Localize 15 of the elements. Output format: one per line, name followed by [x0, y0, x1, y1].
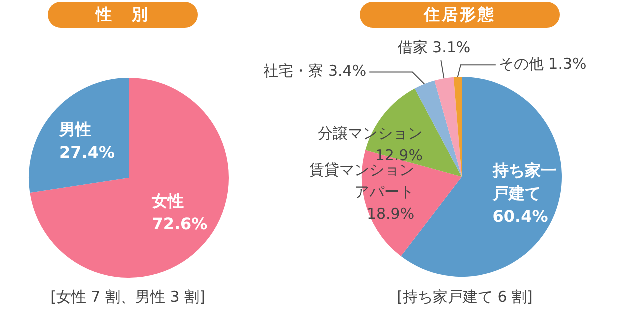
- data-label: 72.6%: [152, 214, 208, 234]
- data-label: 27.4%: [60, 142, 116, 162]
- slice-label: 女性: [151, 192, 184, 211]
- data-label: 18.9%: [366, 204, 415, 223]
- chart-title: 住居形態: [360, 2, 560, 28]
- chart-title: 性 別: [48, 2, 198, 28]
- slice-label: 借家 3.1%: [398, 38, 471, 56]
- slice-label: 持ち家一戸建て: [492, 160, 557, 203]
- text: [持ち家戸建て 6 割]: [397, 288, 533, 307]
- slice-label: 社宅・寮 3.4%: [264, 62, 367, 80]
- text: [女性 7 割、男性 3 割]: [50, 288, 206, 307]
- data-label: 12.9%: [375, 146, 423, 165]
- data-label: 60.4%: [492, 206, 548, 226]
- slice-label: 男性: [58, 120, 92, 139]
- slice-label: その他 1.3%: [498, 54, 587, 73]
